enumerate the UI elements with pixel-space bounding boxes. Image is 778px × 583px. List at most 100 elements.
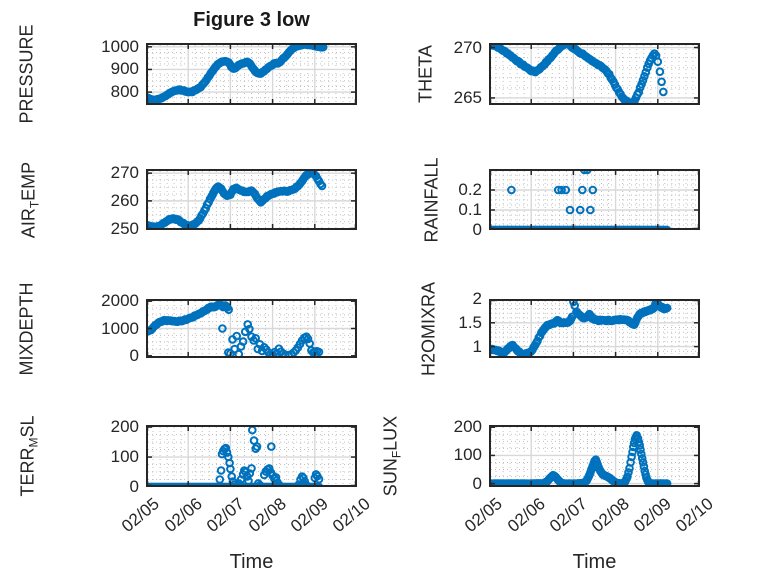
data-point-rainfall <box>565 205 575 215</box>
y-axis-label-terr_msl: TERRMSL <box>17 415 41 497</box>
y-axis-label-subscript: T <box>27 200 42 208</box>
data-point-terr_msl <box>221 443 231 453</box>
data-point-rainfall <box>662 225 672 230</box>
y-axis-label-text: SUN <box>380 458 401 497</box>
data-point-theta <box>640 72 649 81</box>
data-point-rainfall <box>586 205 595 215</box>
x-tick-label: 02/09 <box>630 494 676 536</box>
figure-title: Figure 3 low <box>193 9 310 31</box>
data-point-rainfall <box>557 185 566 195</box>
subplot-air_temp <box>146 169 357 230</box>
subplot-theta-canvas <box>489 43 700 105</box>
data-point-h2omixra <box>662 303 672 313</box>
data-point-rainfall <box>575 205 585 215</box>
subplot-terr_msl <box>146 425 357 487</box>
data-point-terr_msl <box>267 442 276 451</box>
data-point-mixdepth <box>303 334 313 344</box>
y-tick-label-mixdepth: 1000 <box>101 318 139 338</box>
x-tick-label: 02/07 <box>545 494 591 536</box>
x-axis-label-left: Time <box>229 551 274 573</box>
x-tick-label: 02/08 <box>245 494 290 536</box>
data-point-sun_flux <box>634 437 644 447</box>
data-point-sun_flux <box>628 447 637 457</box>
x-tick-label: 02/08 <box>588 494 633 536</box>
data-point-mixdepth <box>238 337 248 346</box>
y-axis-label-text: TERR <box>17 447 38 497</box>
data-point-terr_msl <box>252 442 262 451</box>
data-point-sun_flux <box>627 452 636 462</box>
data-point-mixdepth <box>305 339 314 348</box>
x-tick-label: 02/05 <box>118 494 164 536</box>
data-point-terr_msl <box>227 472 236 481</box>
y-tick-label-terr_msl: 100 <box>110 447 139 467</box>
x-axis-label-right: Time <box>572 551 617 573</box>
x-tick-label: 02/07 <box>202 494 248 536</box>
data-point-terr_msl <box>314 482 324 487</box>
data-point-mixdepth <box>251 334 260 343</box>
data-point-terr_msl <box>248 425 257 435</box>
y-axis-label-h2omixra: H2OMIXRA <box>419 281 440 375</box>
data-point-theta <box>653 57 663 67</box>
data-point-mixdepth <box>245 324 254 334</box>
x-tick-label: 02/09 <box>287 494 333 536</box>
y-axis-label-text: LUX <box>380 415 401 451</box>
data-point-rainfall <box>578 185 587 195</box>
y-tick-label-air_temp: 270 <box>110 163 139 183</box>
subplot-air_temp-canvas <box>146 169 357 230</box>
x-tick-label: 02/10 <box>672 494 718 536</box>
y-tick-label-terr_msl: 0 <box>129 477 139 496</box>
data-point-sun_flux <box>637 449 646 459</box>
subplot-rainfall-canvas <box>489 169 700 230</box>
y-tick-label-sun_flux: 200 <box>453 417 482 437</box>
y-tick-label-rainfall: 0 <box>472 220 482 239</box>
y-axis-label-text: SL <box>17 415 38 438</box>
y-tick-label-pressure: 800 <box>110 82 139 102</box>
data-point-mixdepth <box>243 320 252 329</box>
data-point-sun_flux <box>624 468 633 477</box>
y-tick-label-h2omixra: 2 <box>472 289 482 308</box>
subplot-h2omixra-canvas <box>489 299 700 358</box>
subplot-pressure-canvas <box>146 43 357 105</box>
y-axis-label-theta: THETA <box>416 45 437 103</box>
y-tick-label-theta: 265 <box>453 87 482 107</box>
y-tick-label-h2omixra: 1.5 <box>458 312 482 332</box>
data-point-terr_msl <box>230 480 239 487</box>
data-point-sun_flux <box>623 472 632 482</box>
data-point-rainfall <box>507 185 516 195</box>
data-point-mixdepth <box>224 305 233 314</box>
data-point-terr_msl <box>226 464 235 474</box>
y-tick-label-rainfall: 0.2 <box>458 180 482 199</box>
y-axis-label-text: THETA <box>415 45 436 103</box>
data-point-sun_flux <box>636 445 645 455</box>
data-point-terr_msl <box>215 475 225 484</box>
y-axis-label-text: PRESSURE <box>16 24 37 124</box>
x-tick-label: 02/05 <box>461 494 507 536</box>
subplot-sun_flux-canvas <box>489 425 700 487</box>
data-point-theta <box>655 67 665 77</box>
y-tick-label-h2omixra: 1 <box>472 336 482 356</box>
y-axis-label-text: RAINFALL <box>421 156 442 243</box>
y-tick-label-rainfall: 0.1 <box>458 200 482 219</box>
y-tick-label-sun_flux: 100 <box>453 445 482 465</box>
data-point-air_temp <box>317 181 327 191</box>
data-point-mixdepth <box>314 347 324 357</box>
y-axis-label-text: AIR <box>18 207 39 238</box>
y-axis-label-text: EMP <box>18 161 39 201</box>
y-tick-label-pressure: 900 <box>110 59 139 79</box>
x-tick-label: 02/06 <box>503 494 549 536</box>
y-tick-label-mixdepth: 0 <box>129 345 139 365</box>
data-point-theta <box>657 77 666 87</box>
y-axis-label-mixdepth: MIXDEPTH <box>17 282 38 375</box>
y-axis-label-text: H2OMIXRA <box>418 281 439 376</box>
data-point-theta <box>641 68 651 77</box>
y-tick-label-air_temp: 250 <box>110 218 139 238</box>
x-tick-label: 02/10 <box>329 494 375 536</box>
data-point-sun_flux <box>637 454 647 463</box>
data-point-terr_msl <box>222 448 232 457</box>
subplot-sun_flux <box>489 425 700 487</box>
data-point-theta <box>634 87 644 97</box>
data-point-terr_msl <box>241 467 250 477</box>
data-point-mixdepth <box>218 324 227 333</box>
y-axis-label-text: MIXDEPTH <box>16 281 37 376</box>
